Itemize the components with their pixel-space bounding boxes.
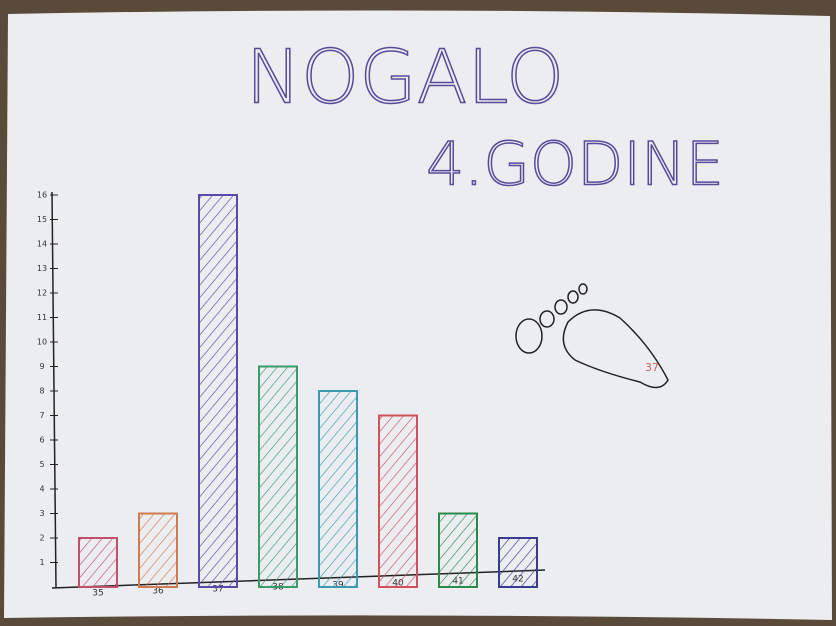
y-tick-label: 16 xyxy=(37,191,47,200)
bar xyxy=(199,195,237,587)
bar xyxy=(499,538,537,587)
y-tick-label: 5 xyxy=(39,460,44,469)
y-tick-label: 13 xyxy=(37,264,47,273)
y-tick-label: 4 xyxy=(39,485,44,494)
page: {"chart_data": {"type": "bar", "title": … xyxy=(0,0,836,626)
chart: NOGALO 4.GODINE 37 123456789101112131415… xyxy=(0,0,836,626)
y-tick-label: 14 xyxy=(37,240,47,249)
y-tick-label: 15 xyxy=(37,215,47,224)
y-tick-label: 2 xyxy=(39,534,44,543)
chart-title: NOGALO xyxy=(246,35,564,121)
y-tick-label: 11 xyxy=(37,313,47,322)
bar xyxy=(319,391,357,587)
x-tick-label: 35 xyxy=(92,589,103,599)
bar xyxy=(139,514,177,588)
y-tick-label: 3 xyxy=(39,509,44,518)
annotation: 37 xyxy=(645,361,659,374)
y-tick-label: 6 xyxy=(39,436,44,445)
chart-subtitle: 4.GODINE xyxy=(426,130,724,200)
y-tick-label: 8 xyxy=(39,387,44,396)
bar xyxy=(379,416,417,588)
y-tick-label: 7 xyxy=(39,411,44,420)
y-tick-label: 10 xyxy=(37,338,47,347)
y-tick-label: 12 xyxy=(37,289,47,298)
y-tick-label: 9 xyxy=(39,362,44,371)
bar xyxy=(439,514,477,588)
bar xyxy=(79,538,117,587)
y-tick-label: 1 xyxy=(39,558,44,567)
bar xyxy=(259,367,297,588)
